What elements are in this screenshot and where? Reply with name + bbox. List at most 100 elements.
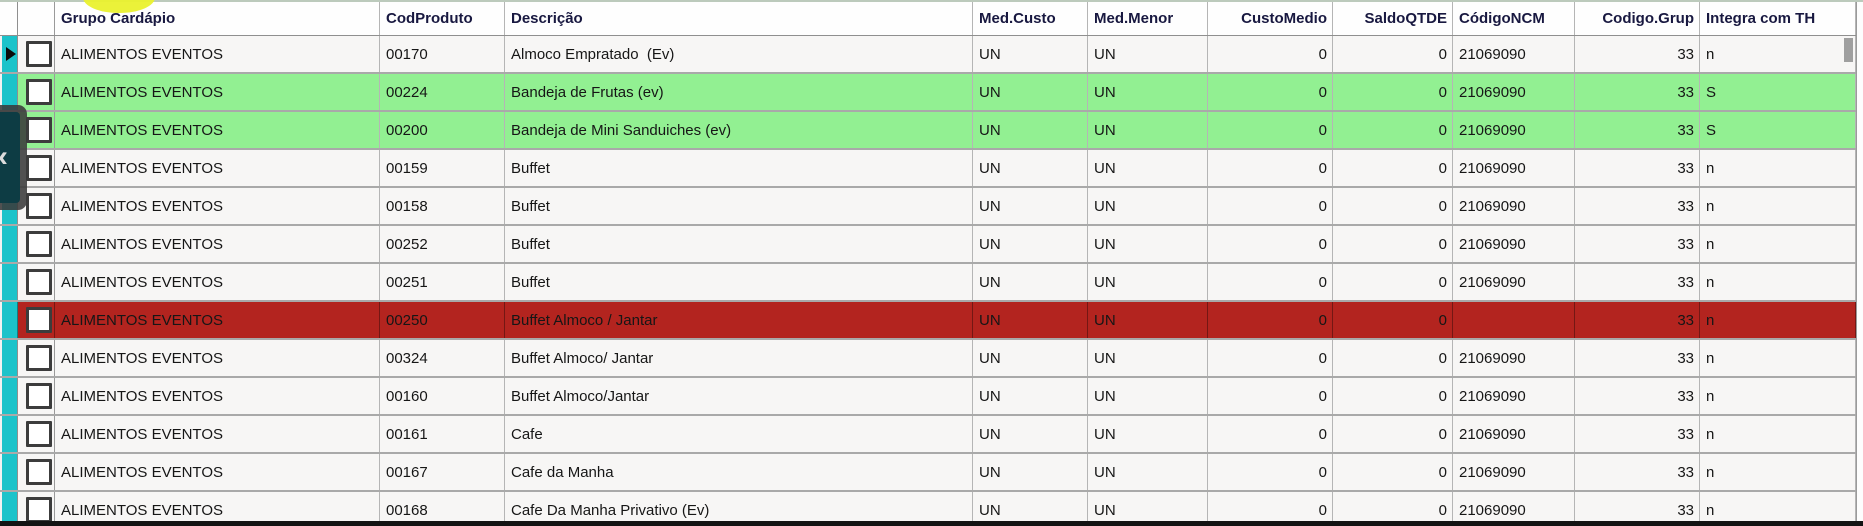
cell-grupo[interactable]: ALIMENTOS EVENTOS (55, 36, 380, 72)
column-header-cod[interactable]: CodProduto (380, 2, 505, 35)
cell-med_custo[interactable]: UN (973, 340, 1088, 376)
cell-med_menor[interactable]: UN (1088, 226, 1208, 262)
cell-integra[interactable]: n (1700, 226, 1856, 262)
cell-integra[interactable]: n (1700, 264, 1856, 300)
cell-desc[interactable]: Bandeja de Mini Sanduiches (ev) (505, 112, 973, 148)
cell-codigo_grup[interactable]: 33 (1575, 302, 1700, 338)
cell-codigo_grup[interactable]: 33 (1575, 74, 1700, 110)
cell-med_menor[interactable]: UN (1088, 416, 1208, 452)
cell-codigo_grup[interactable]: 33 (1575, 36, 1700, 72)
column-header-codigo_ncm[interactable]: CódigoNCM (1453, 2, 1575, 35)
cell-cod[interactable]: 00159 (380, 150, 505, 186)
cell-med_custo[interactable]: UN (973, 492, 1088, 526)
cell-codigo_grup[interactable]: 33 (1575, 492, 1700, 526)
cell-desc[interactable]: Almoco Empratado (Ev) (505, 36, 973, 72)
cell-custo_medio[interactable]: 0 (1208, 150, 1333, 186)
column-header-saldo_qtde[interactable]: SaldoQTDE (1333, 2, 1453, 35)
cell-cod[interactable]: 00170 (380, 36, 505, 72)
cell-saldo_qtde[interactable]: 0 (1333, 264, 1453, 300)
cell-codigo_ncm[interactable]: 21069090 (1453, 454, 1575, 490)
row-checkbox[interactable] (26, 155, 52, 181)
cell-codigo_ncm[interactable]: 21069090 (1453, 492, 1575, 526)
cell-grupo[interactable]: ALIMENTOS EVENTOS (55, 188, 380, 224)
cell-saldo_qtde[interactable]: 0 (1333, 454, 1453, 490)
cell-codigo_grup[interactable]: 33 (1575, 340, 1700, 376)
column-header-integra[interactable]: Integra com TH (1700, 2, 1856, 35)
column-header-med_custo[interactable]: Med.Custo (973, 2, 1088, 35)
cell-med_custo[interactable]: UN (973, 416, 1088, 452)
cell-integra[interactable]: S (1700, 112, 1856, 148)
cell-med_menor[interactable]: UN (1088, 492, 1208, 526)
cell-codigo_grup[interactable]: 33 (1575, 150, 1700, 186)
cell-saldo_qtde[interactable]: 0 (1333, 112, 1453, 148)
cell-desc[interactable]: Cafe (505, 416, 973, 452)
column-header-custo_medio[interactable]: CustoMedio (1208, 2, 1333, 35)
cell-desc[interactable]: Buffet Almoco / Jantar (505, 302, 973, 338)
row-checkbox[interactable] (26, 497, 52, 523)
column-header-desc[interactable]: Descrição (505, 2, 973, 35)
cell-saldo_qtde[interactable]: 0 (1333, 378, 1453, 414)
cell-desc[interactable]: Buffet Almoco/ Jantar (505, 340, 973, 376)
cell-cod[interactable]: 00224 (380, 74, 505, 110)
cell-saldo_qtde[interactable]: 0 (1333, 492, 1453, 526)
row-checkbox[interactable] (26, 231, 52, 257)
cell-med_menor[interactable]: UN (1088, 150, 1208, 186)
cell-custo_medio[interactable]: 0 (1208, 416, 1333, 452)
cell-saldo_qtde[interactable]: 0 (1333, 340, 1453, 376)
cell-med_custo[interactable]: UN (973, 264, 1088, 300)
row-checkbox[interactable] (26, 41, 52, 67)
cell-med_custo[interactable]: UN (973, 302, 1088, 338)
cell-cod[interactable]: 00168 (380, 492, 505, 526)
cell-grupo[interactable]: ALIMENTOS EVENTOS (55, 492, 380, 526)
row-checkbox[interactable] (26, 345, 52, 371)
cell-custo_medio[interactable]: 0 (1208, 302, 1333, 338)
cell-desc[interactable]: Buffet (505, 188, 973, 224)
column-header-med_menor[interactable]: Med.Menor (1088, 2, 1208, 35)
cell-med_custo[interactable]: UN (973, 226, 1088, 262)
cell-integra[interactable]: n (1700, 340, 1856, 376)
cell-cod[interactable]: 00251 (380, 264, 505, 300)
cell-custo_medio[interactable]: 0 (1208, 74, 1333, 110)
row-checkbox[interactable] (26, 117, 52, 143)
cell-codigo_grup[interactable]: 33 (1575, 188, 1700, 224)
cell-desc[interactable]: Buffet Almoco/Jantar (505, 378, 973, 414)
cell-codigo_ncm[interactable]: 21069090 (1453, 340, 1575, 376)
cell-codigo_ncm[interactable]: 21069090 (1453, 36, 1575, 72)
cell-codigo_ncm[interactable]: 21069090 (1453, 74, 1575, 110)
cell-cod[interactable]: 00160 (380, 378, 505, 414)
cell-med_menor[interactable]: UN (1088, 378, 1208, 414)
cell-grupo[interactable]: ALIMENTOS EVENTOS (55, 264, 380, 300)
cell-integra[interactable]: S (1700, 74, 1856, 110)
cell-med_custo[interactable]: UN (973, 112, 1088, 148)
row-checkbox[interactable] (26, 383, 52, 409)
row-checkbox[interactable] (26, 421, 52, 447)
cell-custo_medio[interactable]: 0 (1208, 378, 1333, 414)
cell-med_custo[interactable]: UN (973, 188, 1088, 224)
cell-custo_medio[interactable]: 0 (1208, 340, 1333, 376)
column-header-grupo[interactable]: Grupo Cardápio (55, 2, 380, 35)
row-checkbox[interactable] (26, 193, 52, 219)
cell-codigo_ncm[interactable]: 21069090 (1453, 150, 1575, 186)
cell-integra[interactable]: n (1700, 188, 1856, 224)
cell-codigo_ncm[interactable] (1453, 302, 1575, 338)
cell-grupo[interactable]: ALIMENTOS EVENTOS (55, 302, 380, 338)
cell-codigo_grup[interactable]: 33 (1575, 264, 1700, 300)
cell-codigo_ncm[interactable]: 21069090 (1453, 416, 1575, 452)
cell-med_menor[interactable]: UN (1088, 112, 1208, 148)
cell-desc[interactable]: Buffet (505, 264, 973, 300)
cell-custo_medio[interactable]: 0 (1208, 454, 1333, 490)
cell-integra[interactable]: n (1700, 36, 1856, 72)
cell-grupo[interactable]: ALIMENTOS EVENTOS (55, 112, 380, 148)
row-checkbox[interactable] (26, 307, 52, 333)
cell-grupo[interactable]: ALIMENTOS EVENTOS (55, 150, 380, 186)
cell-grupo[interactable]: ALIMENTOS EVENTOS (55, 340, 380, 376)
cell-codigo_grup[interactable]: 33 (1575, 378, 1700, 414)
cell-codigo_grup[interactable]: 33 (1575, 416, 1700, 452)
cell-desc[interactable]: Buffet (505, 150, 973, 186)
cell-med_menor[interactable]: UN (1088, 188, 1208, 224)
row-checkbox[interactable] (26, 269, 52, 295)
cell-saldo_qtde[interactable]: 0 (1333, 416, 1453, 452)
cell-med_menor[interactable]: UN (1088, 74, 1208, 110)
cell-codigo_ncm[interactable]: 21069090 (1453, 378, 1575, 414)
cell-codigo_ncm[interactable]: 21069090 (1453, 188, 1575, 224)
